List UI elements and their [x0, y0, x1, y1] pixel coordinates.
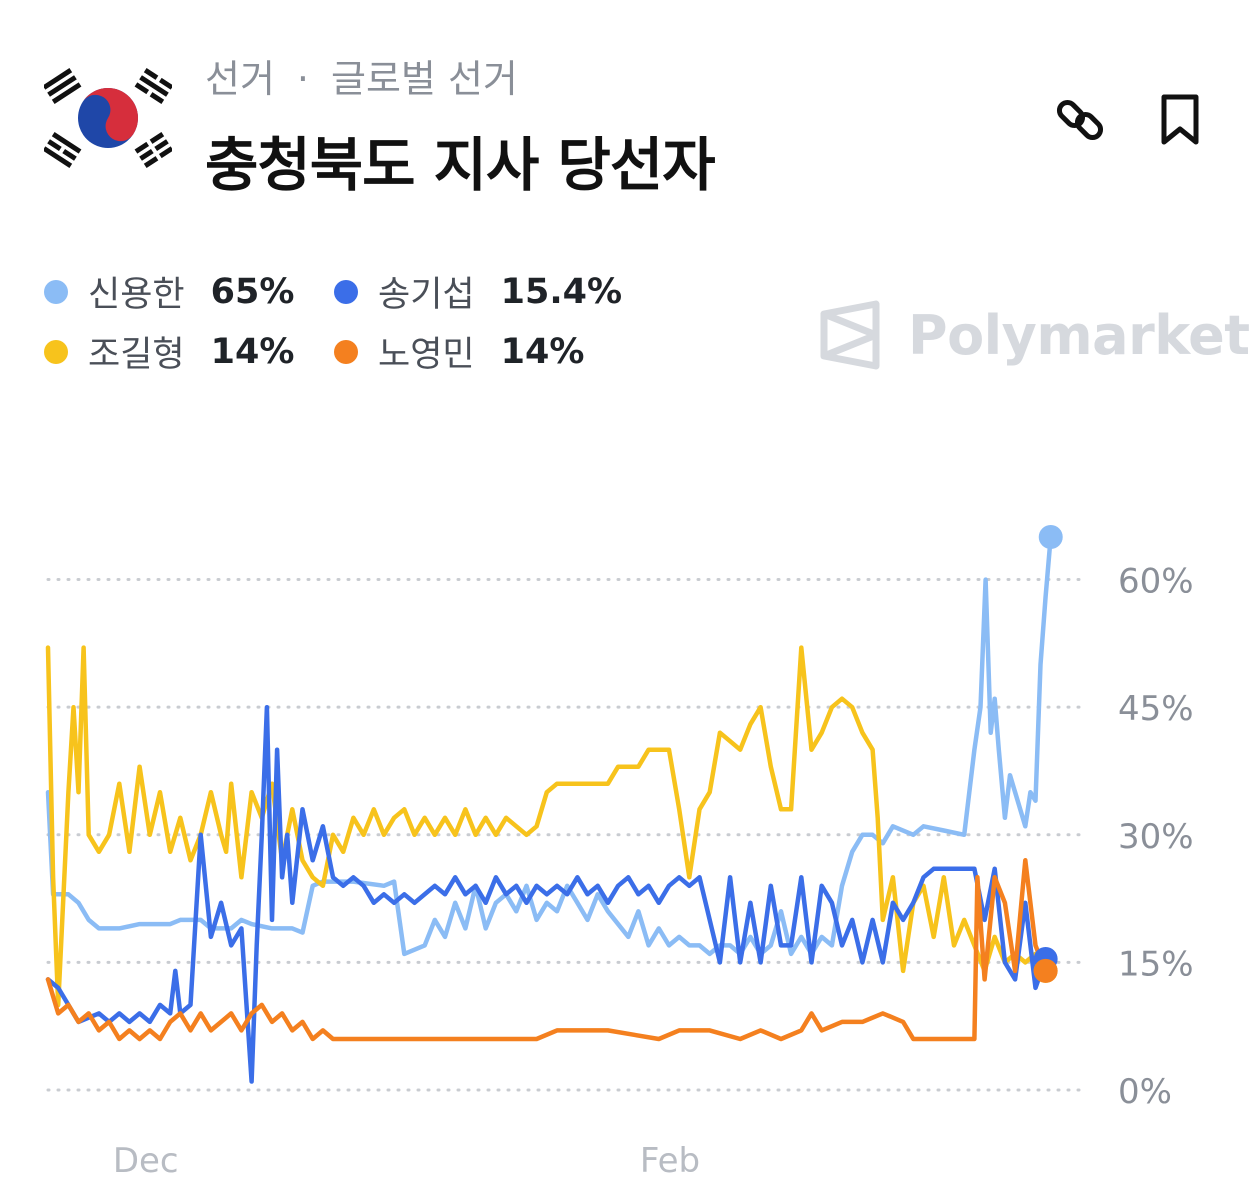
polymarket-logo-icon [820, 300, 880, 370]
series-end-point [1038, 525, 1063, 550]
watermark-text: Polymarket [908, 303, 1250, 367]
x-tick-label: Feb [640, 1141, 700, 1181]
breadcrumb-item-elections[interactable]: 선거 [205, 57, 275, 101]
page-title: 충청북도 지사 당선자 [205, 131, 716, 199]
legend-item: 노영민 14% [334, 326, 584, 377]
y-tick-label: 45% [1118, 689, 1194, 729]
legend-value: 15.4% [500, 271, 623, 312]
legend-item: 송기섭 15.4% [334, 266, 622, 317]
legend-dot [334, 339, 358, 364]
y-tick-label: 15% [1118, 944, 1194, 984]
legend-name: 신용한 [88, 275, 185, 315]
legend-name: 조길형 [88, 335, 185, 375]
legend-value: 14% [210, 331, 295, 372]
legend-item: 조길형 14% [44, 326, 294, 377]
legend-dot [44, 339, 68, 364]
south-korea-flag-icon [44, 68, 172, 168]
legend-value: 65% [210, 271, 295, 312]
legend-value: 14% [500, 331, 585, 372]
series [45, 534, 1053, 1084]
y-tick-label: 60% [1118, 562, 1194, 602]
bookmark-icon[interactable] [1152, 92, 1208, 148]
series-line [45, 645, 1048, 1008]
series-end-point [1033, 958, 1058, 983]
legend-name: 노영민 [378, 335, 475, 375]
legend-dot [44, 279, 68, 304]
y-axis: 60% 45% 30% 15% 0% [1118, 562, 1194, 1112]
breadcrumb-separator: · [296, 57, 310, 101]
legend-dot [334, 279, 358, 304]
x-tick-label: Dec [113, 1141, 179, 1181]
legend-name: 송기섭 [378, 275, 475, 315]
legend-item: 신용한 65% [44, 266, 294, 317]
breadcrumb-item-global-elections[interactable]: 글로벌 선거 [331, 57, 518, 101]
polymarket-watermark: Polymarket [818, 300, 1250, 370]
series-end-markers [1033, 525, 1063, 983]
price-history-chart: 60% 45% 30% 15% 0% Dec Feb [45, 525, 1194, 1181]
breadcrumb: 선거 · 글로벌 선거 [205, 48, 518, 103]
y-tick-label: 30% [1118, 817, 1194, 857]
series-line [45, 534, 1053, 957]
link-icon[interactable] [1052, 92, 1108, 148]
y-tick-label: 0% [1118, 1072, 1172, 1112]
series-line [45, 858, 1048, 1042]
series-line [45, 704, 1048, 1084]
x-axis: Dec Feb [113, 1141, 700, 1181]
